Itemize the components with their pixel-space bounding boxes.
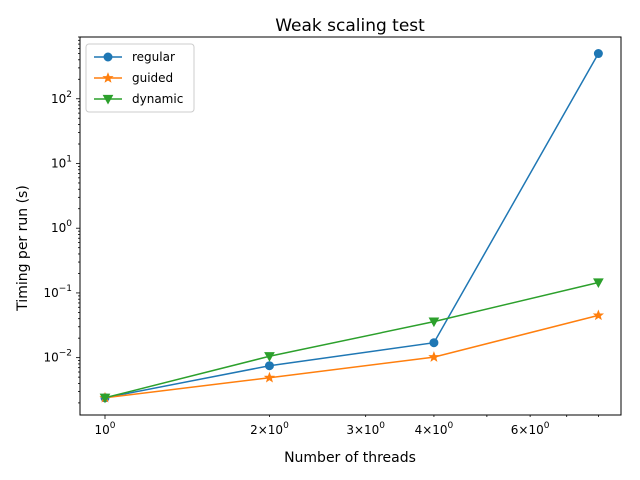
series-line-dynamic: [104, 281, 599, 399]
x-tick-label: 3×100: [346, 421, 385, 437]
legend-item-regular: regular: [94, 50, 175, 64]
data-point-dynamic: [99, 393, 111, 404]
x-tick-label: 100: [94, 421, 115, 437]
x-tick-label: 4×100: [415, 421, 454, 437]
x-tick-label: 2×100: [250, 421, 289, 437]
y-tick-label: 10−1: [43, 284, 72, 300]
series-dynamic: [99, 278, 604, 404]
legend-marker: [102, 72, 114, 83]
legend-marker: [103, 52, 113, 62]
data-point-regular: [429, 338, 439, 348]
plot-area: [79, 36, 622, 416]
series-layer: [99, 49, 605, 404]
data-point-dynamic: [593, 278, 604, 289]
legend: regular guided dynamic: [85, 43, 195, 113]
legend-label: regular: [132, 50, 175, 64]
legend-marker: [102, 94, 114, 105]
x-axis-label: Number of threads: [284, 450, 416, 466]
data-point-regular: [264, 361, 274, 371]
y-tick-label: 100: [51, 219, 72, 235]
legend-label: dynamic: [132, 92, 183, 106]
data-point-dynamic: [264, 352, 275, 362]
legend-item-dynamic: dynamic: [94, 92, 183, 106]
data-point-regular: [593, 49, 603, 59]
x-axis: 100 2×100 3×100 4×100 6×100: [94, 415, 599, 437]
series-line-regular: [104, 53, 600, 399]
plot-frame: [79, 36, 622, 416]
series-line-guided: [104, 314, 599, 399]
data-point-guided: [263, 371, 276, 383]
y-tick-label: 10−2: [43, 349, 72, 365]
x-tick-label: 6×100: [511, 421, 550, 437]
data-point-guided: [592, 309, 605, 321]
y-axis: 10−2 10−1 100 101 102: [43, 36, 80, 404]
series-guided: [99, 309, 605, 403]
data-point-dynamic: [428, 317, 440, 328]
y-tick-label: 101: [51, 154, 72, 170]
data-point-guided: [428, 351, 440, 362]
legend-label: guided: [132, 71, 173, 85]
legend-item-guided: guided: [94, 71, 173, 85]
y-tick-label: 102: [51, 90, 72, 106]
y-axis-label: Timing per run (s): [15, 185, 31, 312]
chart-title: Weak scaling test: [275, 16, 425, 36]
